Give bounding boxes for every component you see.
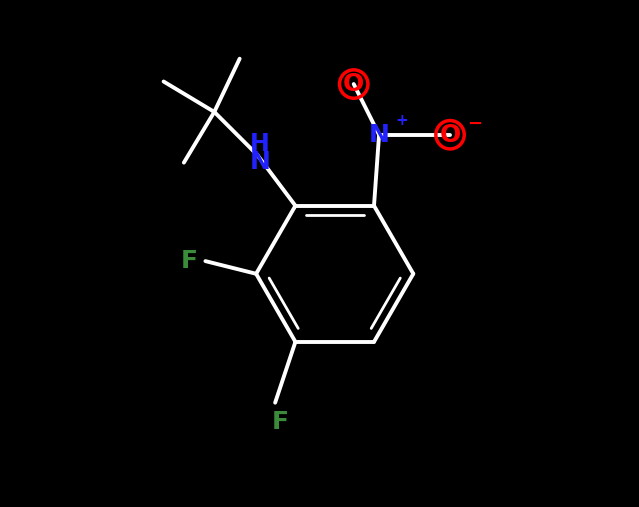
Text: −: − (467, 115, 482, 133)
Text: O: O (343, 72, 364, 96)
Text: +: + (396, 113, 408, 128)
Text: O: O (440, 123, 461, 147)
Text: F: F (181, 249, 198, 273)
Text: N: N (249, 150, 270, 173)
Text: H: H (250, 132, 270, 156)
Text: N: N (369, 123, 390, 147)
Text: F: F (272, 410, 289, 434)
